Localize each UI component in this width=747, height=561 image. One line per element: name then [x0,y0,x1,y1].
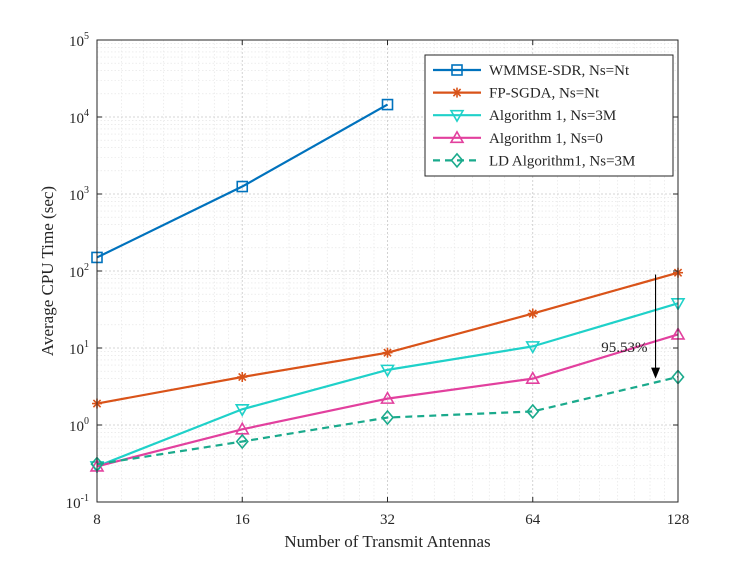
legend-entry: WMMSE-SDR, Ns=Nt [433,63,630,79]
series-layer [89,98,686,475]
legend-label: LD Algorithm1, Ns=3M [489,153,635,169]
data-point [380,391,395,404]
legend-entry: Algorithm 1, Ns=3M [433,108,616,124]
annotation-arrow-head [651,367,661,379]
data-point [380,364,395,378]
series-line [96,333,679,468]
asterisk-stroke [452,88,462,97]
series-line [96,103,389,259]
legend-label: Algorithm 1, Ns=3M [489,108,616,124]
asterisk-stroke [383,348,392,357]
series-4 [90,369,685,472]
series-line [96,302,679,468]
x-tick-label: 16 [235,512,251,528]
data-point [380,409,395,426]
legend-label: Algorithm 1, Ns=0 [489,131,603,147]
y-tick-label: 105 [69,31,89,50]
legend-marker [449,130,465,144]
y-tick-label: 103 [69,185,89,204]
data-point [525,341,541,354]
y-tick-label: 104 [69,108,89,127]
annotation-text: 95.53% [601,340,647,356]
axis-ticks: 8 16 32 64 128 10-1 100 101 102 103 104 105 [66,31,690,528]
data-point [235,433,249,450]
data-point [527,308,538,319]
legend-marker [452,87,462,98]
y-tick-label: 101 [69,339,89,358]
data-point [525,371,541,384]
legend-marker [449,109,465,123]
x-tick-label: 64 [525,512,541,528]
y-tick-label: 10-1 [66,493,89,512]
y-tick-label: 102 [69,262,89,281]
x-axis-label: Number of Transmit Antennas [284,532,490,551]
data-point [237,372,248,383]
legend-entry: LD Algorithm1, Ns=3M [433,152,635,169]
series-line [96,375,679,466]
x-tick-label: 8 [93,512,101,528]
data-point [382,347,393,358]
annotation-layer: 95.53% [601,274,661,379]
x-tick-label: 32 [380,512,395,528]
legend: WMMSE-SDR, Ns=Nt FP-SGDA, Ns=Nt Algorithm … [424,54,674,177]
data-point [234,421,250,435]
data-point [236,180,249,193]
legend-marker [450,152,464,169]
data-point [381,98,394,111]
y-tick-label: 100 [69,416,89,435]
legend-label: WMMSE-SDR, Ns=Nt [489,63,630,79]
x-tick-label: 128 [667,512,690,528]
asterisk-stroke [238,372,247,382]
data-point [526,403,540,420]
data-point [234,403,250,417]
legend-marker [451,64,463,76]
asterisk-stroke [528,309,537,318]
legend-label: FP-SGDA, Ns=Nt [489,86,600,102]
legend-entry: Algorithm 1, Ns=0 [433,130,603,147]
y-axis-label: Average CPU Time (sec) [38,186,57,356]
legend-entry: FP-SGDA, Ns=Nt [433,86,600,102]
